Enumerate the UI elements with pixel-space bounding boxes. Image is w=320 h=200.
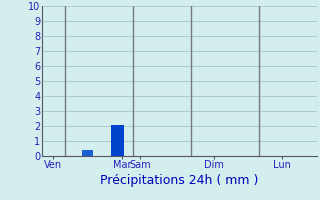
Bar [111,124,124,156]
X-axis label: Précipitations 24h ( mm ): Précipitations 24h ( mm ) [100,174,258,187]
Bar [82,150,93,156]
